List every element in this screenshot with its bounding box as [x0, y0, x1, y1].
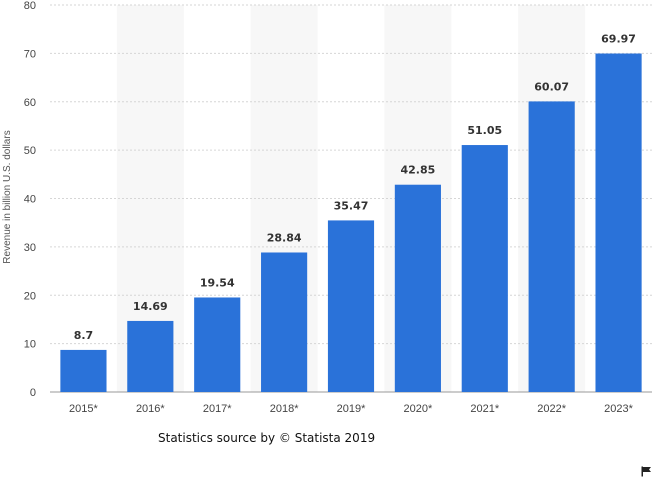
x-tick-label: 2018*: [270, 403, 299, 415]
data-labels: 8.7 14.69 19.54 28.84 35.47 42.85 51.05 60.07 69…: [74, 33, 636, 342]
bar[interactable]: [394, 184, 441, 392]
y-tick-label: 20: [24, 290, 36, 302]
y-tick-label: 50: [24, 145, 36, 157]
data-label: 19.54: [200, 276, 235, 289]
data-label: 60.07: [534, 80, 569, 93]
copyright-symbol: ©: [278, 431, 291, 445]
x-axis-tick-labels: 2015* 2016* 2017* 2018* 2019* 2020* 2021* 2022*…: [69, 403, 634, 415]
y-tick-label: 40: [24, 194, 36, 206]
data-label: 51.05: [467, 124, 502, 137]
flag-icon[interactable]: [641, 466, 652, 477]
x-tick-label: 2016*: [136, 403, 165, 415]
bar[interactable]: [595, 53, 642, 392]
bar[interactable]: [261, 252, 308, 392]
y-tick-label: 0: [30, 387, 36, 399]
bar[interactable]: [461, 145, 508, 392]
x-tick-label: 2022*: [537, 403, 566, 415]
x-tick-label: 2019*: [337, 403, 366, 415]
data-label: 69.97: [601, 33, 636, 46]
y-tick-label: 80: [24, 0, 36, 12]
x-tick-label: 2020*: [404, 403, 433, 415]
bar[interactable]: [327, 220, 375, 392]
bar[interactable]: [194, 297, 241, 392]
source-prefix: Statistics source by: [158, 431, 276, 445]
y-axis-tick-labels: 0 10 20 30 40 50 60 70 80: [24, 0, 36, 399]
y-axis-label: Revenue in billion U.S. dollars: [2, 130, 13, 263]
bar[interactable]: [60, 349, 107, 392]
source-suffix: Statista 2019: [290, 431, 376, 445]
data-label: 35.47: [334, 199, 369, 212]
y-tick-label: 60: [24, 97, 36, 109]
source-line: Statistics source by © Statista 2019: [158, 431, 375, 445]
y-tick-label: 70: [24, 48, 36, 60]
x-tick-label: 2023*: [604, 403, 633, 415]
y-tick-label: 10: [24, 339, 36, 351]
x-tick-label: 2021*: [470, 403, 499, 415]
data-label: 8.7: [74, 329, 94, 342]
y-tick-label: 30: [24, 242, 36, 254]
bars: [60, 53, 642, 392]
x-tick-label: 2017*: [203, 403, 232, 415]
data-label: 42.85: [400, 164, 435, 177]
data-label: 14.69: [133, 300, 168, 313]
x-tick-label: 2015*: [69, 403, 98, 415]
data-label: 28.84: [267, 231, 302, 244]
bar[interactable]: [528, 101, 575, 392]
bar[interactable]: [127, 320, 174, 392]
